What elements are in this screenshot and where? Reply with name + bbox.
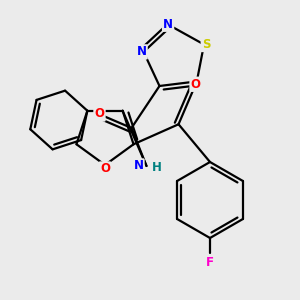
Text: O: O: [190, 78, 200, 91]
Text: N: N: [134, 160, 143, 172]
Text: O: O: [100, 163, 110, 176]
Text: N: N: [163, 18, 173, 31]
Text: F: F: [206, 256, 214, 268]
Text: N: N: [136, 45, 147, 58]
Text: S: S: [202, 38, 210, 51]
Text: O: O: [94, 107, 104, 121]
Text: H: H: [152, 161, 161, 175]
